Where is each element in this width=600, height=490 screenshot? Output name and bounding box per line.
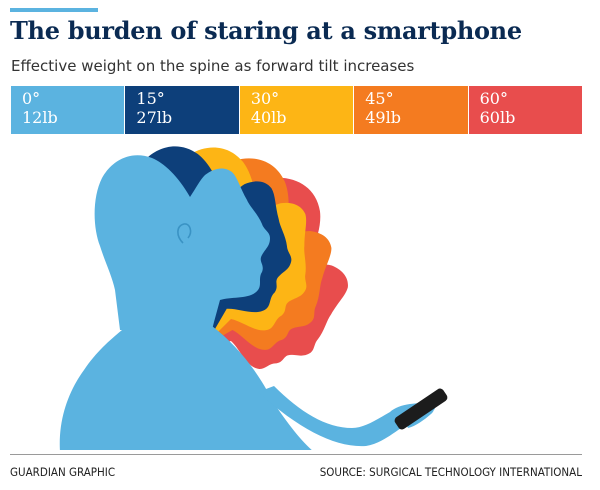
legend-angle: 0° xyxy=(22,89,41,108)
accent-bar xyxy=(10,8,98,12)
legend-angle: 45° xyxy=(365,89,394,108)
legend-weight: 60lb xyxy=(479,108,516,127)
smartphone-icon xyxy=(394,388,448,430)
legend-item-30: 30° 40lb xyxy=(238,86,354,134)
legend-angle: 60° xyxy=(479,89,508,108)
graphic-title: The burden of staring at a smartphone xyxy=(10,16,522,45)
legend-weight: 49lb xyxy=(365,108,401,127)
legend-item-0: 0° 12lb xyxy=(11,86,125,134)
legend-item-45: 45° 49lb xyxy=(353,86,468,134)
legend-weight: 40lb xyxy=(250,108,287,127)
footer-divider xyxy=(10,454,582,455)
graphic-source: SOURCE: SURGICAL TECHNOLOGY INTERNATIONA… xyxy=(319,465,582,479)
tilt-legend: 0° 12lb 15° 27lb 30° 40lb 45° 49lb 60° 6… xyxy=(11,86,583,134)
ear-outline xyxy=(177,223,192,244)
arm-silhouette xyxy=(258,386,436,447)
legend-angle: 15° xyxy=(136,89,165,108)
head-tilt-diagram xyxy=(59,140,448,450)
legend-angle: 30° xyxy=(250,89,280,108)
legend-item-60: 60° 60lb xyxy=(467,86,583,134)
legend-weight: 27lb xyxy=(136,108,173,127)
legend-item-15: 15° 27lb xyxy=(124,86,239,134)
torso-silhouette xyxy=(59,326,312,450)
graphic-credit: GUARDIAN GRAPHIC xyxy=(10,465,116,479)
legend-weight: 12lb xyxy=(22,108,58,127)
graphic-subtitle: Effective weight on the spine as forward… xyxy=(11,57,415,75)
